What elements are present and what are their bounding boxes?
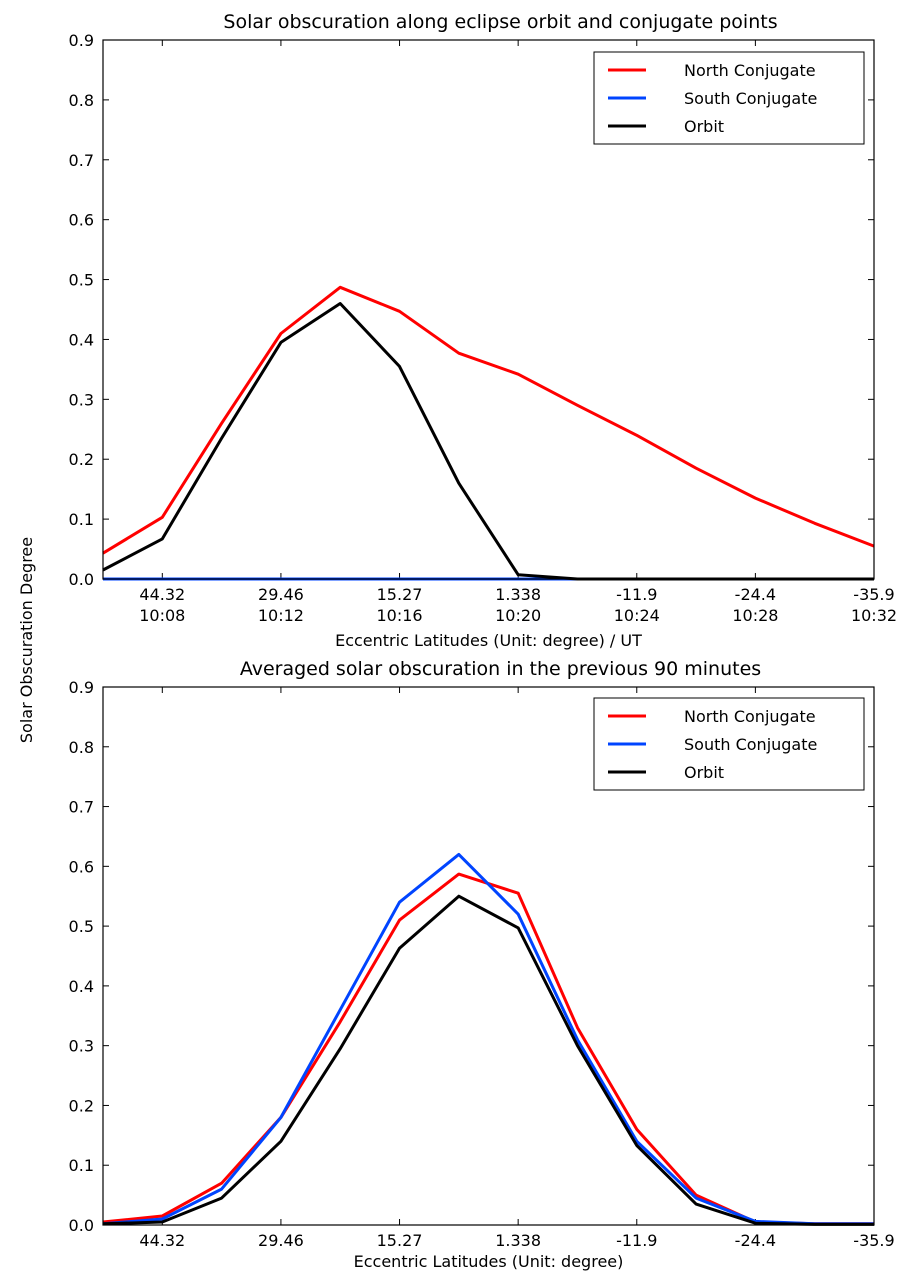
series-line-north-conjugate (102, 285, 875, 555)
series-line-north-conjugate (102, 872, 874, 1226)
x-tick-label: 1.338 (495, 585, 541, 604)
y-tick-label: 0.2 (69, 450, 94, 469)
x-tick-time-label: 10:32 (851, 606, 897, 625)
y-tick-label: 0.7 (69, 798, 94, 817)
legend-label: Orbit (684, 763, 724, 782)
x-tick-label: 44.32 (139, 1231, 185, 1250)
bottom-chart: Averaged solar obscuration in the previo… (69, 658, 895, 1271)
series-line-orbit (102, 302, 874, 581)
y-tick-label: 0.1 (69, 510, 94, 529)
y-tick-label: 0.9 (69, 31, 94, 50)
x-tick-label: 15.27 (377, 585, 423, 604)
series-line-south-conjugate (102, 852, 874, 1226)
x-axis-label: Eccentric Latitudes (Unit: degree) / UT (335, 631, 642, 650)
x-tick-label: 1.338 (495, 1231, 541, 1250)
x-tick-time-label: 10:20 (495, 606, 541, 625)
x-tick-label: 44.32 (139, 585, 185, 604)
x-tick-time-label: 10:28 (732, 606, 778, 625)
x-tick-label: 29.46 (258, 585, 304, 604)
y-tick-label: 0.8 (69, 91, 94, 110)
y-tick-label: 0.6 (69, 857, 94, 876)
plot-frame (102, 686, 875, 1226)
x-tick-label: -24.4 (735, 585, 776, 604)
x-tick-time-label: 10:16 (376, 606, 422, 625)
x-tick-label: -11.9 (616, 585, 657, 604)
x-tick-label: -24.4 (735, 1231, 776, 1250)
y-tick-label: 0.0 (69, 570, 94, 589)
x-tick-time-label: 10:08 (139, 606, 185, 625)
x-tick-time-label: 10:12 (258, 606, 304, 625)
y-tick-label: 0.6 (69, 211, 94, 230)
y-tick-label: 0.7 (69, 151, 94, 170)
y-tick-label: 0.3 (69, 1037, 94, 1056)
y-tick-label: 0.0 (69, 1216, 94, 1235)
legend-label: South Conjugate (684, 735, 817, 754)
x-axis-label: Eccentric Latitudes (Unit: degree) (354, 1252, 624, 1271)
chart-title: Solar obscuration along eclipse orbit an… (223, 11, 777, 33)
y-tick-label: 0.5 (69, 917, 94, 936)
y-tick-label: 0.1 (69, 1156, 94, 1175)
x-tick-label: 29.46 (258, 1231, 304, 1250)
series-line-orbit (102, 894, 874, 1226)
y-tick-label: 0.4 (69, 977, 94, 996)
plot-frame (102, 39, 875, 580)
x-tick-label: -11.9 (616, 1231, 657, 1250)
y-tick-label: 0.4 (69, 330, 94, 349)
legend-label: South Conjugate (684, 89, 817, 108)
shared-y-axis-label: Solar Obscuration Degree (17, 537, 36, 743)
y-tick-label: 0.9 (69, 678, 94, 697)
y-tick-label: 0.3 (69, 390, 94, 409)
y-tick-label: 0.5 (69, 271, 94, 290)
x-tick-label: -35.9 (853, 585, 894, 604)
x-tick-label: 15.27 (377, 1231, 423, 1250)
x-tick-label: -35.9 (853, 1231, 894, 1250)
y-tick-label: 0.2 (69, 1096, 94, 1115)
chart-title: Averaged solar obscuration in the previo… (240, 658, 761, 680)
top-chart: Solar obscuration along eclipse orbit an… (69, 11, 898, 650)
x-tick-time-label: 10:24 (614, 606, 660, 625)
legend-label: Orbit (684, 117, 724, 136)
y-tick-label: 0.8 (69, 738, 94, 757)
legend-label: North Conjugate (684, 61, 816, 80)
legend-label: North Conjugate (684, 707, 816, 726)
